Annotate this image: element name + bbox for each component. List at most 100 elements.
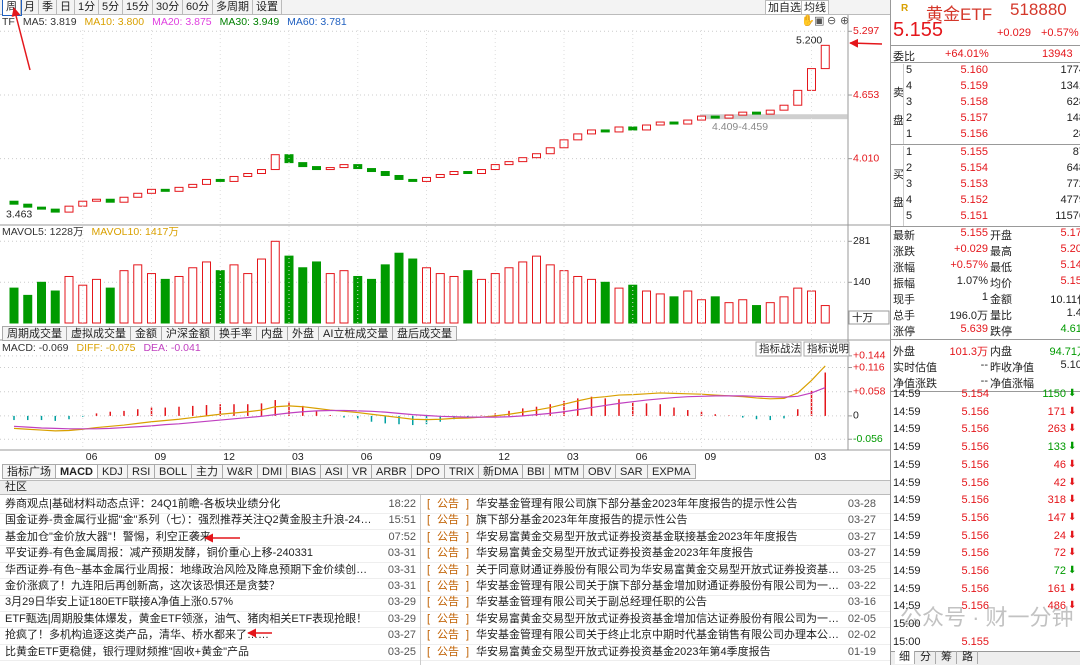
tab[interactable]: RSI <box>127 464 156 479</box>
announcement-title[interactable]: 华安基金管理有限公司关于终止北京中期时代基金销售有限公司办理本公司旗下基… <box>476 629 841 642</box>
candle <box>202 178 211 185</box>
tab[interactable]: 盘后成交量 <box>392 326 457 341</box>
news-title[interactable]: 华西证券-有色~基本金属行业周报：地缘政治风险及降息预期下金价续创新高，铜… <box>5 563 375 576</box>
period-tab[interactable]: 日 <box>57 0 75 15</box>
announcement-title[interactable]: 华安易富黄金交易型开放式证券投资基金联接基金2023年年度报告 <box>476 530 798 543</box>
announcement-title[interactable]: 华安基金管理有限公司旗下部分基金2023年年度报告的提示性公告 <box>476 498 798 510</box>
volume-bar <box>655 293 665 324</box>
candle <box>532 153 541 159</box>
period-tab[interactable]: 15分 <box>123 0 154 15</box>
period-tab[interactable]: 月 <box>21 0 39 15</box>
row-line <box>0 561 420 563</box>
bracket: ] <box>466 612 470 625</box>
announcement-title[interactable]: 华安易富黄金交易型开放式证券投资基金增加信达证券股份有限公司为一级交易商… <box>476 612 841 625</box>
period-tab[interactable]: 周 <box>2 0 22 16</box>
tab[interactable]: BBI <box>522 464 550 479</box>
x-tick-label: 03 <box>567 451 579 463</box>
period-tab[interactable]: 30分 <box>153 0 184 15</box>
fund-code: 518880 <box>1010 0 1067 19</box>
y-tick-label: +0.058 <box>853 385 886 397</box>
period-tab[interactable]: 多周期 <box>213 0 253 15</box>
announcement-title[interactable]: 华安基金管理有限公司关于旗下部分基金增加财通证券股份有限公司为一级交易商… <box>476 580 841 592</box>
news-title[interactable]: 比黄金ETF更稳健，银行理财频推"固收+黄金"产品 <box>5 645 250 658</box>
tab[interactable]: OBV <box>583 464 617 479</box>
tab[interactable]: 金额 <box>130 326 162 341</box>
candle <box>380 171 390 176</box>
news-title[interactable]: 券商观点|基础材料动态点评：24Q1前瞻-各板块业绩分化 <box>5 498 281 510</box>
announcement-title[interactable]: 华安基金管理有限公司关于副总经理任职的公告 <box>476 596 707 609</box>
tab[interactable]: SAR <box>615 464 648 479</box>
news-title[interactable]: 金价涨疯了！九连阳后再创新高，这次该恐惧还是贪婪？ <box>5 580 280 592</box>
volume-bar <box>50 290 60 324</box>
stat-value: -- <box>980 359 988 371</box>
indicator-label: MA20: 3.875 <box>152 16 212 28</box>
trade-time: 14:59 <box>893 476 921 489</box>
tab[interactable]: ARBR <box>371 464 412 479</box>
bracket: [ <box>427 645 431 658</box>
bottom-tab[interactable]: 路 <box>958 651 978 664</box>
period-tab[interactable]: 季 <box>39 0 57 15</box>
news-title[interactable]: 平安证券-有色金属周报：减产预期发酵，铜价重心上移-240331 <box>5 547 314 560</box>
period-tab[interactable]: 5分 <box>99 0 124 15</box>
bottom-tab[interactable]: 细 <box>895 651 915 664</box>
tab[interactable]: 内盘 <box>256 326 288 341</box>
tab[interactable]: 周期成交量 <box>2 326 67 341</box>
bottom-tab[interactable]: 分 <box>916 651 936 664</box>
tab[interactable]: VR <box>347 464 373 479</box>
news-title[interactable]: 基金加仓"金价放大器"！警惕，利空正袭来 <box>5 530 211 543</box>
tab[interactable]: 虚拟成交量 <box>66 326 131 341</box>
fund-name: 黄金ETF <box>926 5 993 24</box>
tab[interactable]: MACD <box>55 464 98 479</box>
tab[interactable]: DPO <box>411 464 445 479</box>
indicator-button-label[interactable]: 指标说明 <box>807 342 849 355</box>
volume-bar <box>243 273 253 324</box>
announcement-title[interactable]: 关于同意财通证券股份有限公司为华安易富黄金交易型开放式证券投资基金提供主… <box>476 563 841 576</box>
level: 4 <box>906 194 913 206</box>
tab[interactable]: 指标广场 <box>2 464 56 479</box>
volume-bar <box>752 305 761 324</box>
tab[interactable]: TRIX <box>444 464 480 479</box>
tab[interactable]: BIAS <box>286 464 322 479</box>
candle <box>422 176 431 182</box>
side-label: 买 <box>893 169 904 181</box>
period-tab[interactable]: 设置 <box>253 0 282 15</box>
volume-bar <box>779 296 789 324</box>
news-title[interactable]: 抢疯了！多机构追逐这类产品，清华、桥水都来了…… <box>5 629 269 642</box>
bottom-tab[interactable]: 筹 <box>937 651 957 664</box>
tab[interactable]: 换手率 <box>214 326 257 341</box>
tab[interactable]: AI立桩成交量 <box>318 326 394 341</box>
tab[interactable]: W&R <box>222 464 258 479</box>
toolbar-icon[interactable]: ✋ <box>801 15 815 27</box>
toolbar-icon[interactable]: ⊕ <box>840 15 850 27</box>
news-title[interactable]: 3月29日华安上证180ETF联接A净值上涨0.57% <box>5 596 234 609</box>
period-tab[interactable]: 1分 <box>75 0 100 15</box>
period-tab[interactable]: 60分 <box>183 0 214 15</box>
announcement-title[interactable]: 华安易富黄金交易型开放式证券投资基金2023年年度报告 <box>476 547 754 560</box>
tab[interactable]: 沪深金额 <box>161 326 215 341</box>
news-title[interactable]: 国金证券-贵金属行业掘"金"系列（七）：强烈推荐关注Q2黄金股主升浪-24040… <box>5 514 375 527</box>
ratio-label: 委比 <box>893 51 915 63</box>
trade-arrow: ⬇ <box>1068 423 1077 435</box>
toolbar-action[interactable]: 加自选 <box>765 0 804 15</box>
news-title[interactable]: ETF甄选|周期股集体爆发，黄金ETF领涨，油气、猪肉相关ETF表现抢眼！ <box>5 612 368 625</box>
toolbar-action[interactable]: 均线 <box>801 0 829 15</box>
candle <box>37 206 46 210</box>
announcement-title[interactable]: 华安易富黄金交易型开放式证券投资基金2023年第4季度报告 <box>476 645 771 658</box>
tab[interactable]: KDJ <box>97 464 128 479</box>
tab[interactable]: EXPMA <box>647 464 696 479</box>
tab[interactable]: DMI <box>257 464 288 479</box>
tab[interactable]: MTM <box>549 464 585 479</box>
indicator-label: MA10: 3.800 <box>85 16 145 28</box>
candle <box>793 89 803 106</box>
tab[interactable]: 主力 <box>191 464 223 479</box>
indicator-button-label[interactable]: 指标战法 <box>759 342 801 355</box>
stat-value: -- <box>1040 375 1080 387</box>
announcement-title[interactable]: 旗下部分基金2023年年度报告的提示性公告 <box>476 514 688 527</box>
tab[interactable]: 新DMA <box>478 464 524 479</box>
toolbar-icon[interactable]: ⊖ <box>827 15 837 27</box>
tab[interactable]: BOLL <box>154 464 193 479</box>
tab[interactable]: 外盘 <box>287 326 319 341</box>
tab[interactable]: ASI <box>320 464 348 479</box>
toolbar-icon[interactable]: ▣ <box>814 15 825 27</box>
stat-value: 1.46 <box>1066 307 1080 319</box>
